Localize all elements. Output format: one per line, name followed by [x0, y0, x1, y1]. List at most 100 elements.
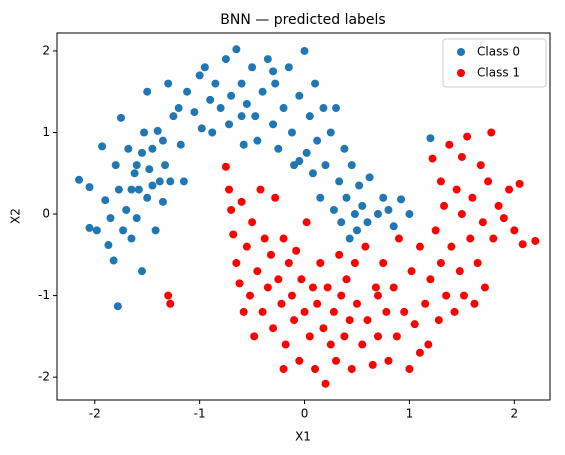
- point: [384, 356, 393, 365]
- point: [347, 161, 356, 170]
- point: [153, 126, 162, 135]
- point: [101, 196, 110, 205]
- point: [329, 307, 338, 316]
- point: [397, 195, 406, 204]
- point: [281, 340, 290, 349]
- point: [155, 177, 164, 186]
- point: [373, 210, 382, 219]
- x-tick-label: 2: [511, 407, 519, 421]
- legend-label: Class 1: [477, 66, 520, 80]
- point: [316, 258, 325, 267]
- x-tick-label: -2: [89, 407, 101, 421]
- point: [169, 112, 178, 121]
- point: [174, 104, 183, 113]
- point: [269, 67, 278, 76]
- point: [394, 234, 403, 243]
- point: [447, 242, 456, 251]
- point: [237, 112, 246, 121]
- point: [274, 144, 283, 153]
- point: [290, 316, 299, 325]
- point: [75, 175, 84, 184]
- point: [148, 181, 157, 190]
- point: [148, 144, 157, 153]
- point: [478, 218, 487, 227]
- point: [195, 71, 204, 80]
- point: [355, 181, 364, 190]
- point: [457, 210, 466, 219]
- point: [342, 193, 351, 202]
- point: [337, 218, 346, 227]
- point: [260, 234, 269, 243]
- point: [269, 324, 278, 333]
- point: [428, 154, 437, 163]
- point: [253, 136, 262, 145]
- point: [313, 136, 322, 145]
- point: [250, 332, 259, 341]
- point: [326, 128, 335, 137]
- legend-marker: [457, 48, 465, 56]
- point: [206, 95, 215, 104]
- point: [183, 87, 192, 96]
- point: [400, 307, 409, 316]
- point: [221, 55, 230, 64]
- point: [263, 55, 272, 64]
- point: [329, 205, 338, 214]
- point: [494, 201, 503, 210]
- point: [166, 299, 175, 308]
- point: [122, 205, 131, 214]
- point: [277, 299, 286, 308]
- point: [505, 185, 514, 194]
- point: [340, 332, 349, 341]
- point: [190, 108, 199, 117]
- y-axis-label: X2: [9, 208, 23, 224]
- point: [308, 283, 317, 292]
- point: [137, 148, 146, 157]
- point: [308, 169, 317, 178]
- point: [116, 113, 125, 122]
- point: [405, 210, 414, 219]
- point: [389, 283, 398, 292]
- point: [239, 140, 248, 149]
- legend-label: Class 0: [477, 45, 520, 59]
- x-tick-label: 0: [301, 407, 309, 421]
- point: [127, 234, 136, 243]
- point: [452, 185, 461, 194]
- point: [305, 112, 314, 121]
- point: [389, 222, 398, 231]
- point: [109, 256, 118, 265]
- point: [335, 177, 344, 186]
- point: [158, 197, 167, 206]
- point: [424, 340, 433, 349]
- point: [295, 356, 304, 365]
- point: [407, 267, 416, 276]
- point: [239, 307, 248, 316]
- point: [313, 299, 322, 308]
- point: [258, 87, 267, 96]
- point: [470, 299, 479, 308]
- plot-frame: [56, 32, 551, 401]
- point: [179, 177, 188, 186]
- legend-marker: [457, 69, 465, 77]
- point: [114, 185, 123, 194]
- point: [371, 283, 380, 292]
- point: [287, 291, 296, 300]
- point: [358, 201, 367, 210]
- legend-box: [442, 38, 547, 88]
- point: [350, 210, 359, 219]
- point: [292, 246, 301, 255]
- point: [373, 332, 382, 341]
- point: [302, 148, 311, 157]
- point: [302, 218, 311, 227]
- point: [279, 234, 288, 243]
- point: [515, 179, 524, 188]
- point: [480, 283, 489, 292]
- point: [176, 140, 185, 149]
- point: [440, 201, 449, 210]
- point: [237, 197, 246, 206]
- point: [489, 234, 498, 243]
- point: [379, 193, 388, 202]
- point: [134, 185, 143, 194]
- point: [487, 128, 496, 137]
- point: [311, 365, 320, 374]
